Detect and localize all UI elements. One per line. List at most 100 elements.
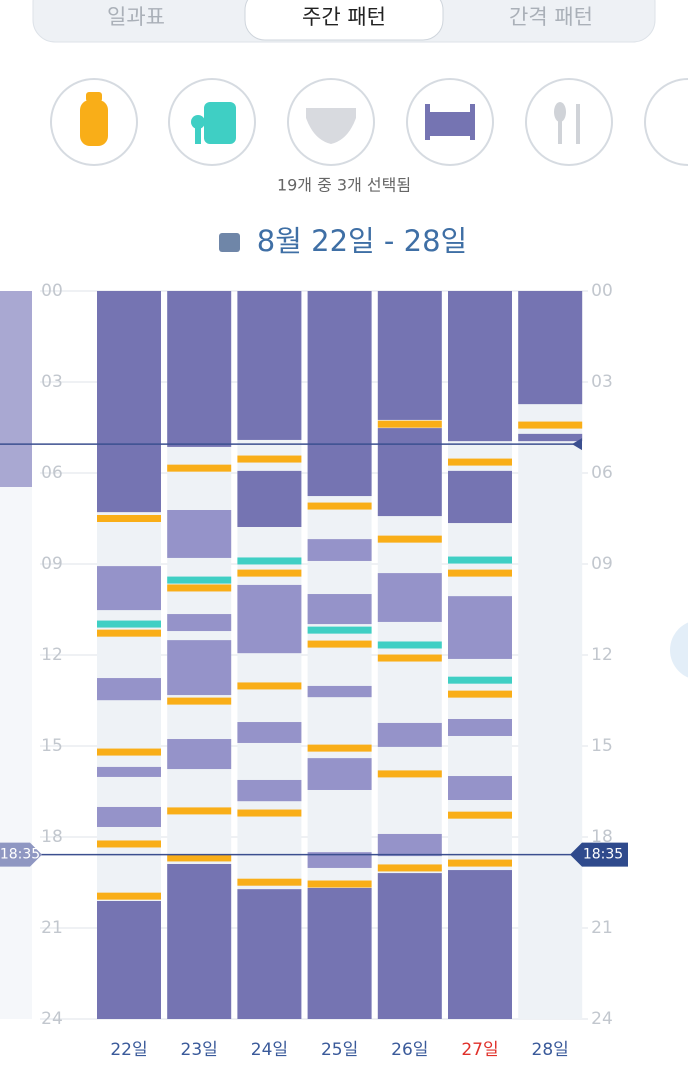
y-tick-label: 15: [591, 736, 613, 756]
feed: [377, 654, 442, 662]
y-tick-label: 24: [41, 1009, 63, 1029]
tab[interactable]: 간격 패턴: [509, 5, 593, 29]
day-label: 25일: [321, 1040, 358, 1060]
sleep: [167, 863, 232, 1019]
now-label: 18:35: [583, 847, 623, 863]
icon-more[interactable]: [644, 78, 688, 166]
y-tick-label: 09: [41, 554, 63, 574]
nap: [97, 678, 161, 701]
y-tick-label: 09: [591, 554, 613, 574]
feed: [448, 690, 512, 698]
y-tick-label: 12: [41, 645, 63, 665]
calendar-icon: [219, 233, 240, 252]
feed: [307, 502, 372, 510]
sleep: [307, 887, 372, 1019]
sleep: [377, 873, 442, 1019]
feed: [167, 584, 232, 592]
tab[interactable]: 일과표: [107, 5, 165, 29]
feed: [448, 859, 512, 867]
nap: [167, 640, 232, 696]
side-button[interactable]: [670, 620, 688, 680]
feed: [97, 892, 161, 900]
sleep: [448, 870, 512, 1019]
y-tick-label: 03: [41, 372, 63, 392]
sleep: [448, 470, 512, 524]
feed: [167, 807, 232, 815]
marker-arrow: [572, 438, 582, 451]
y-tick-label: 15: [41, 736, 63, 756]
tab-active[interactable]: [244, 0, 444, 41]
feed: [518, 421, 583, 429]
sleep: [237, 291, 302, 440]
sleep: [377, 428, 442, 517]
feed: [97, 748, 161, 756]
day-label: 26일: [391, 1040, 428, 1060]
nap: [237, 584, 302, 654]
nap: [377, 833, 442, 857]
sleep: [97, 901, 161, 1019]
sleep: [518, 291, 583, 405]
prev-week-sleep: [0, 291, 32, 487]
sleep: [518, 433, 583, 442]
tab[interactable]: 주간 패턴: [302, 5, 386, 29]
feed: [97, 629, 161, 637]
feed: [237, 569, 302, 577]
food: [448, 556, 512, 564]
nap: [307, 539, 372, 561]
feed: [377, 864, 442, 872]
now-badge: [570, 842, 628, 867]
nap: [167, 739, 232, 770]
feed: [97, 515, 161, 522]
nap: [448, 596, 512, 659]
nap: [307, 594, 372, 625]
sleep: [167, 291, 232, 447]
food: [237, 557, 302, 565]
y-tick-label: 06: [591, 463, 613, 483]
y-tick-label: 00: [591, 281, 613, 301]
sleep: [97, 291, 161, 513]
icon-meal[interactable]: [525, 78, 613, 166]
feed: [167, 464, 232, 472]
icon-row: [50, 78, 688, 166]
feed: [167, 697, 232, 705]
y-tick-label: 18: [591, 827, 613, 847]
day-label: 22일: [110, 1040, 147, 1060]
feed: [307, 640, 372, 648]
nap: [448, 776, 512, 800]
feed: [448, 811, 512, 819]
y-tick-label: 21: [591, 918, 613, 938]
sleep: [237, 470, 302, 527]
feed: [97, 840, 161, 848]
nap: [377, 573, 442, 622]
nap: [167, 614, 232, 632]
feed: [448, 458, 512, 466]
y-tick-label: 24: [591, 1009, 613, 1029]
sleep: [237, 889, 302, 1019]
sleep: [377, 291, 442, 420]
nap: [97, 806, 161, 827]
feed: [237, 878, 302, 886]
food: [307, 626, 372, 634]
feed: [377, 535, 442, 543]
sleep: [448, 291, 512, 442]
feed: [167, 854, 232, 862]
y-tick-label: 21: [41, 918, 63, 938]
food: [167, 576, 232, 584]
feed: [237, 455, 302, 463]
nap: [307, 852, 372, 868]
day-label: 23일: [181, 1040, 218, 1060]
nap: [167, 510, 232, 558]
day-label: 28일: [532, 1040, 569, 1060]
feed: [237, 809, 302, 817]
nap: [237, 779, 302, 802]
feed: [448, 569, 512, 577]
nap: [377, 722, 442, 747]
selection-caption: 19개 중 3개 선택됨: [277, 176, 411, 195]
sleep: [307, 291, 372, 497]
nap: [307, 685, 372, 698]
feed: [377, 770, 442, 778]
y-tick-label: 06: [41, 463, 63, 483]
now-label-left: 18:35: [0, 847, 40, 863]
